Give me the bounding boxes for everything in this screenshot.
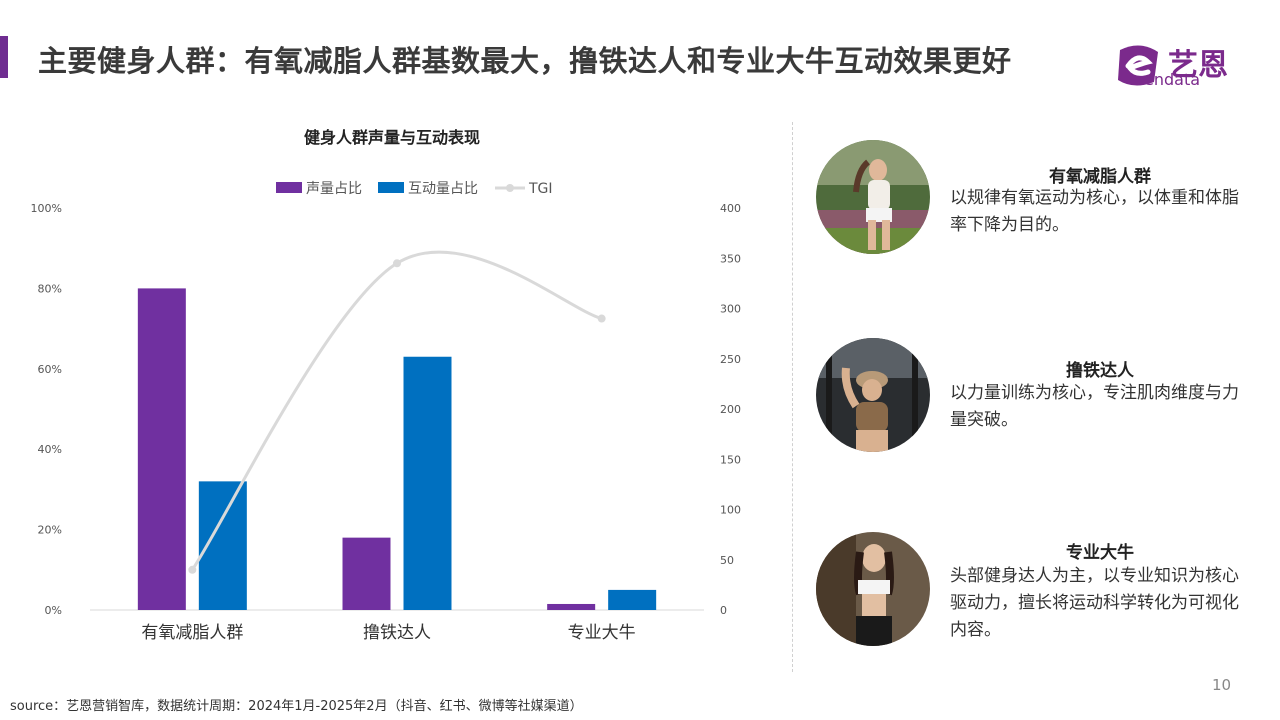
chart-title: 健身人群声量与互动表现: [304, 128, 480, 147]
page-title: 主要健身人群：有氧减脂人群基数最大，撸铁达人和专业大牛互动效果更好: [38, 44, 1012, 78]
persona-title-pro: 专业大牛: [1066, 543, 1134, 563]
bar-互动量占比: [403, 356, 452, 610]
x-category-label: 撸铁达人: [363, 623, 431, 643]
x-category-label: 有氧减脂人群: [141, 623, 243, 643]
y-left-tick-label: 100%: [31, 202, 62, 215]
y-right-tick-label: 300: [720, 303, 741, 316]
legend-label: 声量占比: [306, 181, 362, 197]
legend-swatch-声量占比: [276, 182, 302, 193]
persona-photo-aerobic: [816, 140, 930, 254]
section-divider: [792, 122, 793, 672]
y-right-tick-label: 350: [720, 252, 741, 265]
bar-声量占比: [547, 603, 596, 610]
legend-marker-TGI: [506, 184, 514, 192]
persona-card-pro: 专业大牛 头部健身达人为主，以专业知识为核心驱动力，擅长将运动科学转化为可视化内…: [816, 532, 1256, 652]
legend-swatch-互动量占比: [378, 182, 404, 193]
bar-互动量占比: [608, 589, 657, 610]
voice-interaction-chart: 健身人群声量与互动表现 声量占比 互动量占比 TGI 0% 20% 40% 60% 80% 1…: [31, 128, 741, 643]
page-number: 10: [1212, 676, 1232, 694]
persona-desc-aerobic: 以规律有氧运动为核心，以体重和体脂率下降为目的。: [950, 188, 1239, 235]
y-left-tick-label: 20%: [38, 524, 62, 537]
legend-label: TGI: [528, 181, 553, 197]
chart-legend: 声量占比 互动量占比 TGI: [276, 181, 553, 197]
y-left-tick-label: 0%: [45, 604, 62, 617]
persona-desc-iron: 以力量训练为核心，专注肌肉维度与力量突破。: [950, 383, 1239, 430]
persona-photo-pro: [816, 532, 930, 646]
persona-card-aerobic: 有氧减脂人群 以规律有氧运动为核心，以体重和体脂率下降为目的。: [816, 140, 1256, 260]
endata-logo: 艺恩 endata: [1114, 42, 1244, 90]
tgi-line: [191, 250, 603, 571]
tgi-point: [393, 259, 401, 268]
persona-desc-pro: 头部健身达人为主，以专业知识为核心驱动力，擅长将运动科学转化为可视化内容。: [950, 566, 1239, 640]
y-right-tick-label: 50: [720, 554, 734, 567]
source-note: source：艺恩营销智库，数据统计周期：2024年1月-2025年2月（抖音、…: [10, 699, 583, 714]
y-left-tick-label: 40%: [38, 443, 62, 456]
persona-title-iron: 撸铁达人: [1066, 361, 1134, 381]
logo-subtext: endata: [1144, 70, 1201, 89]
chart-plot-area: 0% 20% 40% 60% 80% 100% 0 50 100 150 200 250 300 350 4…: [31, 202, 741, 643]
x-category-label: 专业大牛: [568, 623, 636, 643]
tgi-point: [597, 314, 606, 323]
tgi-point: [188, 565, 197, 574]
legend-label: 互动量占比: [408, 181, 478, 197]
bar-声量占比: [137, 288, 186, 610]
y-right-tick-label: 0: [720, 604, 727, 617]
title-accent-bar: [0, 36, 8, 78]
logo-e-icon: [1118, 45, 1158, 86]
y-right-tick-label: 100: [720, 504, 741, 517]
y-right-tick-label: 250: [720, 353, 741, 366]
logo-text: 艺恩: [1168, 48, 1228, 83]
y-right-tick-label: 200: [720, 403, 741, 416]
y-left-tick-label: 80%: [38, 282, 62, 295]
persona-card-iron: 撸铁达人 以力量训练为核心，专注肌肉维度与力量突破。: [816, 338, 1256, 458]
persona-title-aerobic: 有氧减脂人群: [1049, 167, 1151, 187]
persona-photo-iron: [816, 338, 930, 452]
y-right-tick-label: 400: [720, 202, 741, 215]
y-right-tick-label: 150: [720, 453, 741, 466]
bar-声量占比: [342, 537, 391, 610]
y-left-tick-label: 60%: [38, 363, 62, 376]
